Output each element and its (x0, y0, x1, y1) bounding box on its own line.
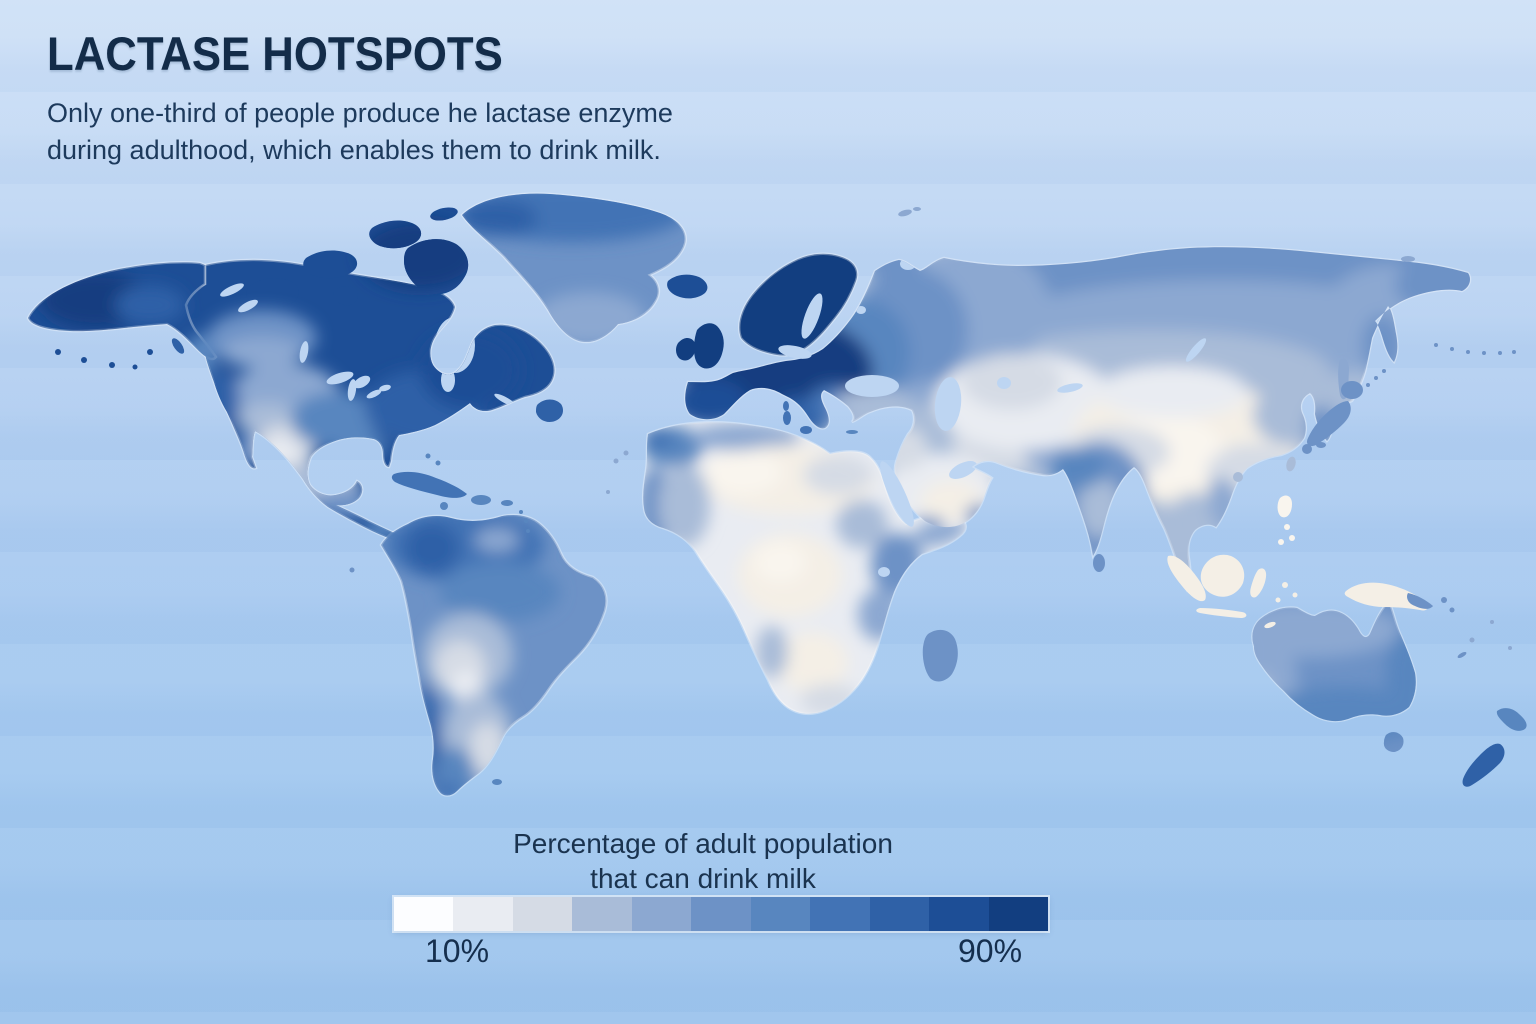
africa-lakes (878, 567, 890, 577)
lake-victoria (878, 567, 890, 577)
aleutian-islands (55, 349, 153, 370)
honshu (1306, 401, 1351, 447)
timor (1264, 621, 1276, 629)
crete (846, 430, 858, 434)
great-britain (693, 323, 724, 369)
lake-huron (353, 375, 371, 389)
legend-swatch (869, 897, 930, 931)
page-title: LACTASE HOTSPOTS (47, 27, 503, 80)
java (1196, 608, 1247, 618)
legend-swatch (453, 897, 513, 931)
vancouver-island (171, 338, 185, 354)
puerto-rico (501, 500, 513, 506)
gulf-of-bothnia (801, 293, 823, 339)
header: LACTASE HOTSPOTS Only one-third of peopl… (47, 26, 673, 169)
new-caledonia (1457, 651, 1467, 659)
svalbard (898, 207, 921, 217)
legend-swatch (988, 897, 1048, 931)
legend-swatch (691, 897, 751, 931)
black-sea (845, 375, 899, 397)
caspian-sea (934, 377, 962, 431)
ireland (676, 337, 696, 361)
kuril-islands (1366, 369, 1386, 387)
wrangel-island (1401, 256, 1415, 262)
borneo (1200, 554, 1245, 597)
arctic-island (303, 250, 358, 279)
subtitle: Only one-third of people produce he lact… (47, 95, 673, 169)
legend-title-line-1: Percentage of adult population (513, 828, 893, 859)
eurasia-seas (845, 258, 1207, 479)
hainan (1233, 472, 1243, 482)
hudson-bay (435, 317, 475, 373)
shikoku (1316, 442, 1326, 448)
galapagos (349, 567, 355, 573)
madagascar (922, 629, 958, 682)
great-bear-lake (220, 283, 244, 297)
legend-swatch (572, 897, 632, 931)
iceland (667, 274, 708, 299)
philippines (1277, 495, 1295, 545)
persian-gulf (949, 461, 977, 479)
jamaica (440, 502, 448, 510)
legend-swatch (750, 897, 811, 931)
great-slave-lake (238, 299, 258, 313)
lake-superior (326, 371, 354, 385)
james-bay (441, 368, 455, 392)
lake-baikal (1185, 338, 1207, 362)
legend-min-label: 10% (424, 933, 490, 969)
legend-swatch (512, 897, 573, 931)
kyushu (1302, 444, 1312, 454)
baltic-sea (778, 345, 812, 359)
hispaniola (471, 495, 491, 505)
south-america-tones (385, 515, 560, 796)
fiji (1469, 620, 1512, 650)
falkland-islands (492, 779, 502, 785)
aleutians-west (1434, 343, 1516, 355)
subtitle-line-2: during adulthood, which enables them to … (47, 135, 661, 165)
corsica (783, 401, 789, 411)
antilles-bahamas (425, 453, 530, 533)
lake-erie (366, 389, 382, 399)
lake-ontario (379, 384, 391, 392)
indonesia (1167, 554, 1298, 629)
legend-swatch (631, 897, 692, 931)
new-guinea-east (1407, 593, 1433, 609)
subtitle-line-1: Only one-third of people produce he lact… (47, 98, 673, 128)
new-zealand-south (1462, 743, 1505, 787)
canary-cape-verde (606, 450, 629, 494)
arctic-island (333, 286, 358, 306)
sulawesi (1250, 568, 1267, 598)
sardinia (783, 411, 791, 425)
hokkaido (1341, 381, 1363, 399)
new-guinea (1344, 582, 1428, 611)
lake-ladoga (856, 306, 866, 314)
legend-title: Percentage of adult population that can … (513, 826, 893, 896)
arctic-island (246, 278, 299, 308)
red-sea (880, 461, 914, 527)
arctic-island (430, 207, 458, 221)
lake-balkhash (1057, 383, 1083, 393)
africa-tones (643, 423, 966, 714)
new-zealand-north (1496, 708, 1527, 731)
legend-max-label: 90% (957, 933, 1023, 969)
legend-swatch (394, 897, 454, 931)
newfoundland (536, 399, 563, 422)
sicily (800, 426, 812, 434)
melanesia (1441, 597, 1455, 613)
cuba (391, 471, 467, 498)
sumatra (1167, 555, 1206, 602)
sri-lanka (1093, 554, 1105, 572)
legend-title-line-2: that can drink milk (590, 863, 816, 894)
taiwan (1286, 456, 1296, 472)
islands-and-peninsulas (55, 207, 1527, 787)
aral-sea (997, 377, 1011, 389)
color-scale-bar (394, 897, 1048, 931)
lake-winnipeg (299, 341, 309, 363)
legend-swatch (810, 897, 870, 931)
legend-swatch (929, 897, 989, 931)
